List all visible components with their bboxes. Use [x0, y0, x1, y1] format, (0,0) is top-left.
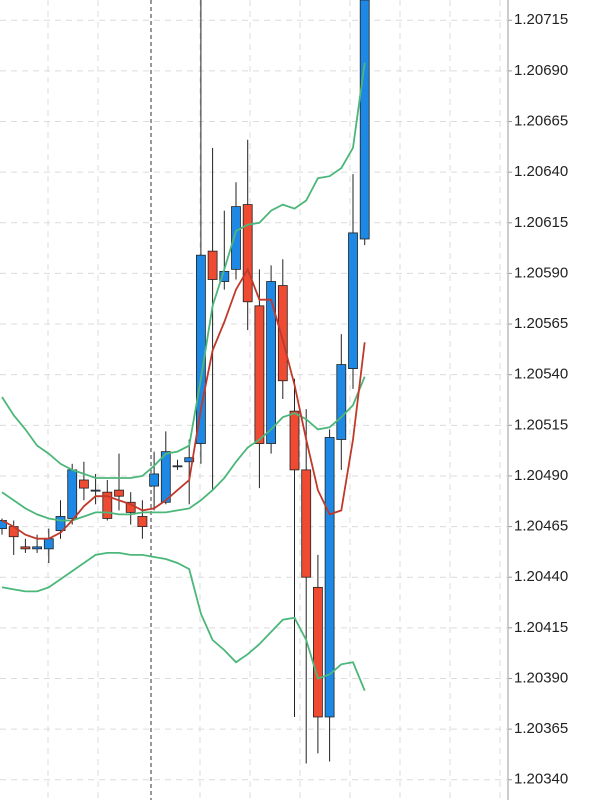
- candle-body: [20, 546, 31, 550]
- candle-body: [160, 451, 171, 503]
- candle-body: [231, 206, 241, 270]
- indicator-line: [1, 62, 366, 479]
- y-tick-label: 1.20365: [514, 720, 568, 737]
- candle-body: [266, 281, 277, 444]
- candle-body: [102, 491, 113, 519]
- candle-body: [79, 479, 89, 489]
- candle-body: [90, 489, 101, 492]
- candle-body: [254, 305, 265, 444]
- candle-body: [149, 473, 160, 487]
- candle-body: [324, 437, 335, 718]
- candle-body: [312, 586, 323, 718]
- y-tick-label: 1.20690: [514, 62, 568, 79]
- y-tick-label: 1.20590: [514, 264, 568, 281]
- y-tick-label: 1.20340: [514, 771, 568, 788]
- indicator-line: [1, 376, 366, 522]
- candle-body: [195, 254, 206, 444]
- indicator-line: [1, 552, 366, 691]
- candle-body: [359, 0, 370, 240]
- candle-body: [32, 546, 42, 550]
- y-tick-label: 1.20640: [514, 163, 568, 180]
- y-tick-label: 1.20665: [514, 112, 568, 129]
- y-tick-label: 1.20540: [514, 366, 568, 383]
- layout: [47, 0, 509, 800]
- candle-body: [43, 538, 54, 550]
- y-tick-label: 1.20515: [514, 416, 568, 433]
- candle-body: [184, 457, 195, 463]
- indicator-line: [1, 267, 366, 540]
- candle-body: [301, 469, 312, 578]
- candle-body: [242, 204, 253, 303]
- y-tick-label: 1.20440: [514, 568, 568, 585]
- y-tick-label: 1.20415: [514, 619, 568, 636]
- y-tick-label: 1.20490: [514, 467, 568, 484]
- candle-body: [172, 465, 183, 468]
- candle-body: [207, 250, 218, 280]
- y-tick-label: 1.20715: [514, 11, 568, 28]
- candle-body: [336, 364, 347, 440]
- y-tick-label: 1.20390: [514, 669, 568, 686]
- candle-body: [277, 285, 288, 382]
- candle-body: [114, 489, 124, 497]
- candle-body: [348, 232, 358, 370]
- y-tick-label: 1.20465: [514, 518, 568, 535]
- candle-body: [289, 410, 300, 471]
- candle-body: [137, 516, 148, 527]
- candle-body: [67, 469, 78, 519]
- candle-body: [55, 516, 66, 532]
- y-tick-label: 1.20615: [514, 214, 568, 231]
- y-tick-label: 1.20565: [514, 315, 568, 332]
